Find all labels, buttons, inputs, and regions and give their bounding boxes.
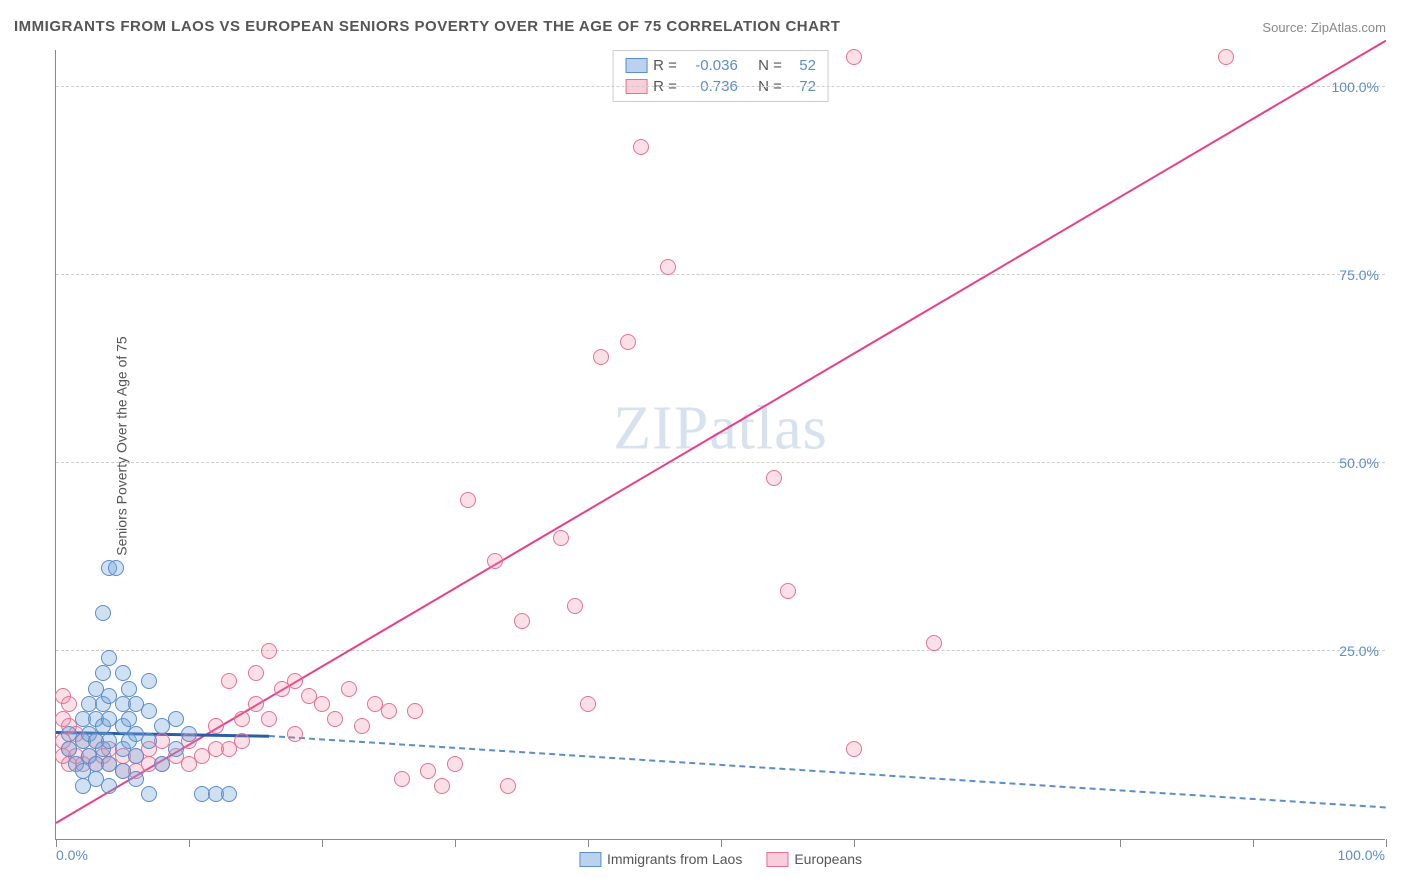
chart-title: IMMIGRANTS FROM LAOS VS EUROPEAN SENIORS… xyxy=(14,18,840,35)
legend-label-pink: Europeans xyxy=(794,851,862,867)
swatch-blue-icon xyxy=(625,58,647,73)
data-point xyxy=(221,673,237,689)
data-point xyxy=(234,711,250,727)
data-point xyxy=(567,598,583,614)
data-point xyxy=(141,703,157,719)
r-label: R = xyxy=(653,57,677,74)
data-point xyxy=(181,726,197,742)
data-point xyxy=(660,259,676,275)
n-label: N = xyxy=(758,57,782,74)
data-point xyxy=(394,771,410,787)
data-point xyxy=(846,741,862,757)
gridline-h xyxy=(56,86,1385,87)
data-point xyxy=(580,696,596,712)
data-point xyxy=(287,726,303,742)
data-point xyxy=(447,756,463,772)
data-point xyxy=(1218,49,1234,65)
data-point xyxy=(420,763,436,779)
data-point xyxy=(261,711,277,727)
x-tick xyxy=(1386,839,1387,847)
data-point xyxy=(248,665,264,681)
data-point xyxy=(926,635,942,651)
legend-item-blue: Immigrants from Laos xyxy=(579,851,742,867)
x-tick xyxy=(189,839,190,847)
data-point xyxy=(234,733,250,749)
y-tick-label: 25.0% xyxy=(1339,643,1379,659)
data-point xyxy=(766,470,782,486)
data-point xyxy=(620,334,636,350)
data-point xyxy=(221,786,237,802)
stats-legend-box: R = -0.036 N = 52 R = 0.736 N = 72 xyxy=(612,50,829,102)
data-point xyxy=(407,703,423,719)
data-point xyxy=(95,665,111,681)
x-tick xyxy=(322,839,323,847)
r-value-blue: -0.036 xyxy=(683,57,738,74)
x-tick xyxy=(854,839,855,847)
data-point xyxy=(354,718,370,734)
watermark: ZIPatlas xyxy=(613,393,828,464)
data-point xyxy=(593,349,609,365)
legend-label-blue: Immigrants from Laos xyxy=(607,851,742,867)
data-point xyxy=(208,718,224,734)
source-value: ZipAtlas.com xyxy=(1311,20,1386,35)
data-point xyxy=(168,711,184,727)
data-point xyxy=(121,681,137,697)
gridline-h xyxy=(56,650,1385,651)
data-point xyxy=(101,778,117,794)
data-point xyxy=(61,696,77,712)
gridline-h xyxy=(56,274,1385,275)
data-point xyxy=(128,748,144,764)
data-point xyxy=(108,560,124,576)
x-tick xyxy=(1253,839,1254,847)
data-point xyxy=(141,733,157,749)
data-point xyxy=(95,605,111,621)
data-point xyxy=(314,696,330,712)
data-point xyxy=(168,741,184,757)
gridline-h xyxy=(56,462,1385,463)
data-point xyxy=(154,756,170,772)
source-attribution: Source: ZipAtlas.com xyxy=(1262,20,1386,35)
y-tick-label: 50.0% xyxy=(1339,455,1379,471)
x-tick xyxy=(588,839,589,847)
data-point xyxy=(261,643,277,659)
data-point xyxy=(121,711,137,727)
data-point xyxy=(381,703,397,719)
data-point xyxy=(633,139,649,155)
x-tick-label: 0.0% xyxy=(56,847,88,863)
data-point xyxy=(327,711,343,727)
data-point xyxy=(553,530,569,546)
swatch-blue-icon xyxy=(579,852,601,867)
scatter-plot-area: ZIPatlas R = -0.036 N = 52 R = 0.736 N =… xyxy=(55,50,1385,840)
x-tick-label: 100.0% xyxy=(1338,847,1385,863)
stats-row-blue: R = -0.036 N = 52 xyxy=(625,55,816,76)
data-point xyxy=(500,778,516,794)
data-point xyxy=(115,665,131,681)
data-point xyxy=(780,583,796,599)
x-tick xyxy=(721,839,722,847)
x-tick xyxy=(1120,839,1121,847)
data-point xyxy=(434,778,450,794)
swatch-pink-icon xyxy=(766,852,788,867)
data-point xyxy=(141,786,157,802)
source-label: Source: xyxy=(1262,20,1307,35)
data-point xyxy=(287,673,303,689)
x-tick xyxy=(455,839,456,847)
data-point xyxy=(846,49,862,65)
data-point xyxy=(248,696,264,712)
x-tick xyxy=(56,839,57,847)
y-tick-label: 100.0% xyxy=(1332,79,1379,95)
data-point xyxy=(141,673,157,689)
data-point xyxy=(101,650,117,666)
footer-legend: Immigrants from Laos Europeans xyxy=(579,851,862,867)
data-point xyxy=(341,681,357,697)
data-point xyxy=(128,771,144,787)
legend-item-pink: Europeans xyxy=(766,851,862,867)
data-point xyxy=(460,492,476,508)
n-value-blue: 52 xyxy=(788,57,816,74)
y-tick-label: 75.0% xyxy=(1339,267,1379,283)
data-point xyxy=(514,613,530,629)
data-point xyxy=(487,553,503,569)
